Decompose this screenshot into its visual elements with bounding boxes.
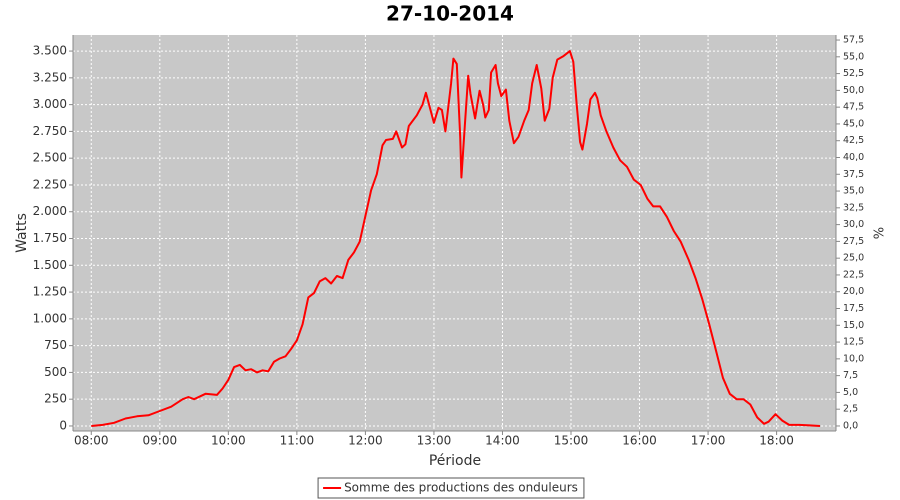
- y2-tick-label: 50,0: [843, 85, 864, 96]
- legend-label: Somme des productions des onduleurs: [344, 481, 578, 495]
- y-tick-label: 1.500: [33, 258, 67, 272]
- x-axis-label: Période: [429, 453, 481, 469]
- y-tick-label: 500: [44, 365, 67, 379]
- y2-tick-label: 47,5: [843, 102, 864, 113]
- y2-tick-label: 25,0: [843, 253, 864, 264]
- x-tick-label: 15:00: [554, 434, 589, 448]
- x-tick-label: 17:00: [691, 434, 726, 448]
- x-tick-label: 10:00: [211, 434, 246, 448]
- y2-tick-label: 42,5: [843, 135, 864, 146]
- y2-tick-label: 22,5: [843, 269, 864, 280]
- y2-tick-label: 45,0: [843, 118, 864, 129]
- y2-tick-label: 15,0: [843, 320, 864, 331]
- y2-axis-label: %: [873, 227, 888, 239]
- y2-tick-label: 30,0: [843, 219, 864, 230]
- y2-tick-label: 0,0: [843, 420, 858, 431]
- y2-tick-label: 37,5: [843, 169, 864, 180]
- y-tick-label: 2.750: [33, 124, 67, 138]
- x-tick-label: 09:00: [143, 434, 178, 448]
- y-tick-label: 3.500: [33, 44, 67, 58]
- y2-tick-label: 52,5: [843, 68, 864, 79]
- x-tick-label: 14:00: [485, 434, 520, 448]
- y-tick-label: 1.250: [33, 285, 67, 299]
- y2-tick-label: 2,5: [843, 404, 858, 415]
- y2-tick-label: 32,5: [843, 202, 864, 213]
- y2-tick-label: 20,0: [843, 286, 864, 297]
- y-tick-label: 1.000: [33, 311, 67, 325]
- legend-box: [317, 477, 585, 499]
- y2-tick-label: 10,0: [843, 353, 864, 364]
- y-tick-label: 750: [44, 338, 67, 352]
- x-tick-label: 08:00: [74, 434, 109, 448]
- y-tick-label: 3.000: [33, 97, 67, 111]
- y2-tick-label: 35,0: [843, 186, 864, 197]
- y2-tick-label: 57,5: [843, 35, 864, 46]
- y2-tick-label: 5,0: [843, 387, 858, 398]
- plot-area: [73, 35, 836, 431]
- y-tick-label: 250: [44, 392, 67, 406]
- y2-tick-label: 40,0: [843, 152, 864, 163]
- x-tick-label: 11:00: [280, 434, 315, 448]
- data-line: [91, 50, 821, 427]
- y2-tick-label: 12,5: [843, 337, 864, 348]
- y-tick-label: 0: [59, 418, 67, 432]
- y-tick-label: 2.500: [33, 151, 67, 165]
- y-tick-label: 1.750: [33, 231, 67, 245]
- y2-tick-label: 27,5: [843, 236, 864, 247]
- y2-tick-label: 7,5: [843, 370, 858, 381]
- y-tick-label: 2.000: [33, 204, 67, 218]
- x-tick-label: 16:00: [622, 434, 657, 448]
- x-tick-label: 12:00: [348, 434, 383, 448]
- y2-tick-label: 55,0: [843, 51, 864, 62]
- y-axis-label: Watts: [14, 213, 30, 253]
- y2-tick-label: 17,5: [843, 303, 864, 314]
- chart-title: 27-10-2014: [386, 2, 514, 26]
- x-tick-label: 13:00: [417, 434, 452, 448]
- y-tick-label: 3.250: [33, 70, 67, 84]
- x-tick-label: 18:00: [759, 434, 794, 448]
- y-tick-label: 2.250: [33, 177, 67, 191]
